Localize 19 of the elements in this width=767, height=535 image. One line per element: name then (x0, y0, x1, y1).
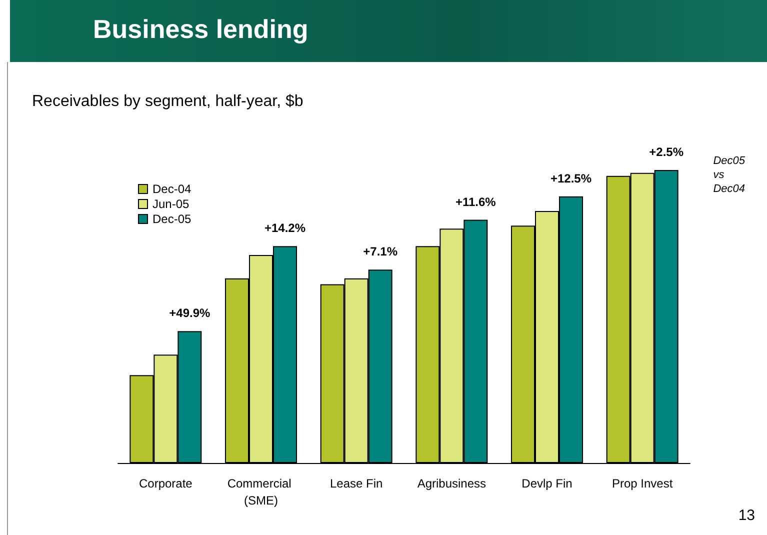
annotation: +12.5% (550, 171, 592, 186)
legend-label: Dec-04 (152, 182, 192, 196)
x-tick-label: Devlp Fin (522, 476, 572, 490)
x-tick-label: Corporate (138, 476, 193, 490)
text: +2.5% (649, 145, 684, 159)
text: 13 (738, 507, 756, 524)
legend-label: Dec-05 (152, 212, 192, 226)
chart-title: Business lending (93, 14, 308, 45)
chart-subtitle: Receivables by segment, half-year, $b (32, 93, 304, 111)
annotation: +7.1% (363, 244, 398, 259)
annotation: +49.9% (169, 306, 211, 320)
text: Dec05 vs Dec04 (713, 155, 746, 195)
x-tick-label: Commercial (SME) (227, 476, 295, 508)
x-tick-label: Lease Fin (330, 476, 383, 490)
legend-label: Jun-05 (152, 197, 190, 211)
x-tick-label: Prop Invest (612, 476, 674, 490)
annotation: +14.2% (264, 221, 306, 236)
annotation: +11.6% (455, 194, 496, 209)
x-tick-label: Agribusiness (417, 476, 486, 490)
